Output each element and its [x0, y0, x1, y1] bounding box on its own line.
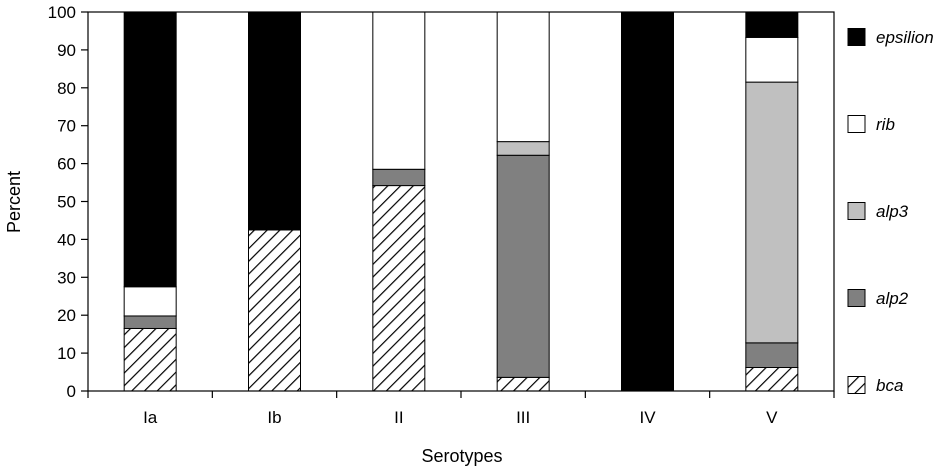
- legend-label-alp2: alp2: [876, 289, 909, 308]
- y-tick-label: 40: [57, 230, 76, 249]
- y-tick-label: 100: [48, 3, 76, 22]
- legend: epsilion rib alp3 alp2 bca: [847, 28, 934, 395]
- bar-segment-alp3-V: [745, 81, 799, 344]
- x-tick-label: IV: [639, 408, 656, 427]
- y-axis-title: Percent: [4, 171, 24, 233]
- legend-label-epsilion: epsilion: [876, 28, 934, 47]
- bar-segment-alp2-III: [496, 154, 550, 378]
- plot-area-frame: [87, 11, 835, 392]
- bar-segment-alp2-V: [745, 342, 799, 369]
- x-tick-label: Ia: [143, 408, 158, 427]
- y-tick-label: 80: [57, 79, 76, 98]
- bar-segment-epsilion-V: [745, 11, 799, 38]
- bar-segment-epsilion-Ia: [123, 11, 177, 288]
- y-tick-label: 70: [57, 117, 76, 136]
- x-tick-label: Ib: [267, 408, 281, 427]
- x-tick-label: V: [766, 408, 778, 427]
- bar-segment-alp3-III: [496, 141, 550, 156]
- bar-segment-bca-III: [496, 376, 550, 392]
- legend-swatch-rib: [847, 115, 866, 133]
- x-tick-label: II: [394, 408, 403, 427]
- bar-segment-epsilion-IV: [621, 11, 674, 392]
- bar-segment-bca-V: [745, 367, 799, 392]
- bar-segment-alp2-II: [372, 168, 426, 187]
- bar-segment-alp2-Ia: [123, 315, 177, 329]
- legend-swatch-alp3: [847, 202, 866, 220]
- bar-segment-bca-II: [372, 185, 426, 392]
- bar-segment-epsilion-Ib: [248, 11, 301, 231]
- legend-swatch-alp2: [847, 289, 866, 307]
- bar-segment-bca-Ia: [123, 327, 177, 392]
- legend-label-rib: rib: [876, 115, 895, 134]
- bar-segment-bca-Ib: [248, 229, 301, 392]
- legend-swatch-epsilion: [847, 28, 866, 46]
- bar-segment-rib-V: [745, 36, 799, 83]
- y-tick-label: 10: [57, 344, 76, 363]
- y-tick-label: 90: [57, 41, 76, 60]
- y-tick-label: 30: [57, 268, 76, 287]
- x-tick-label: III: [516, 408, 530, 427]
- y-tick-label: 50: [57, 193, 76, 212]
- bar-segment-rib-III: [496, 11, 550, 143]
- y-tick-label: 60: [57, 155, 76, 174]
- bar-segment-rib-Ia: [123, 286, 177, 317]
- x-axis-title: Serotypes: [421, 446, 502, 466]
- bar-segment-rib-II: [372, 11, 426, 170]
- y-tick-label: 20: [57, 306, 76, 325]
- legend-label-bca: bca: [876, 376, 903, 395]
- legend-label-alp3: alp3: [876, 202, 909, 221]
- bars-layer: [123, 11, 799, 392]
- y-tick-label: 0: [67, 382, 76, 401]
- legend-swatch-bca: [847, 376, 866, 394]
